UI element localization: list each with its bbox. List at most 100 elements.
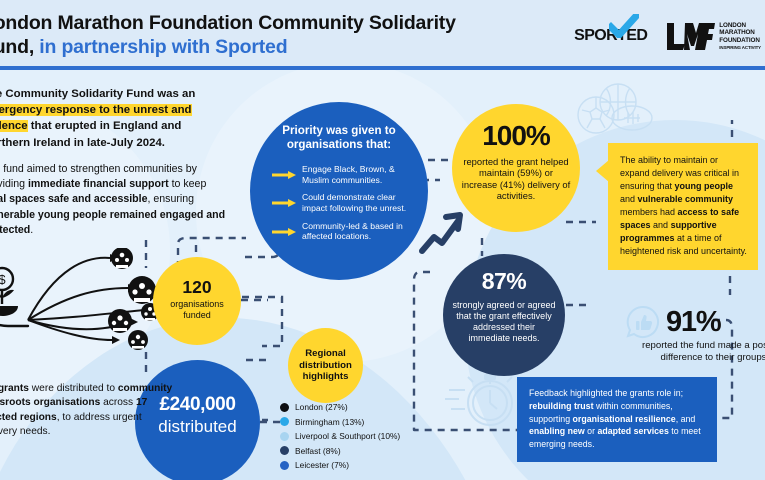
callout-f: at a time of heightened risk and uncerta… xyxy=(620,233,747,257)
priority-circle: Priority was given to organisations that… xyxy=(250,102,428,280)
legend-label-birmingham: Birmingham (13%) xyxy=(295,416,365,427)
svg-text:$: $ xyxy=(0,272,6,287)
feedback-bold-1: rebuilding trust xyxy=(529,400,594,411)
intro-lead-highlight-2: violence xyxy=(0,120,28,133)
stat-120-number: 120 xyxy=(182,277,212,297)
stat-120-circle: 120 organisations funded xyxy=(153,257,241,345)
stat-100-number: 100% xyxy=(482,120,551,151)
stat-100-text: reported the grant helped maintain (59%)… xyxy=(461,156,571,202)
intro-body: The fund aimed to strengthen communities… xyxy=(0,162,232,239)
intro-text-block: The Community Solidarity Fund was an eme… xyxy=(0,86,232,239)
legend-dot-birmingham xyxy=(280,417,289,426)
legend-dot-london xyxy=(280,402,289,412)
priority-item-2: Could demonstrate clear impact following… xyxy=(272,192,412,213)
regional-highlights-title: Regional distribution highlights xyxy=(299,348,352,382)
page-title: London Marathon Foundation Community Sol… xyxy=(0,12,622,60)
priority-list: Engage Black, Brown, & Muslim communitie… xyxy=(272,164,412,249)
lmf-tagline: INSPIRING ACTIVITY xyxy=(719,45,761,51)
stat-91-row: 91% xyxy=(626,305,765,339)
feedback-bold-2: organisational resilience xyxy=(572,413,676,424)
legend-dot-leicester xyxy=(280,460,289,470)
lmf-mark-icon xyxy=(667,23,716,50)
legend-label-london: London (27%) xyxy=(295,402,348,412)
intro-lead-b: that erupted in England and Northern Ire… xyxy=(0,120,182,149)
callout-e: and xyxy=(650,220,671,231)
money-plant-icon: $ xyxy=(0,266,30,328)
stat-91-block: 91% reported the fund made a positive di… xyxy=(626,305,765,364)
callout-bold-2: vulnerable community xyxy=(637,194,734,205)
priority-item-3-label: Community-led & based in affected locati… xyxy=(302,220,403,242)
priority-item-3: Community-led & based in affected locati… xyxy=(272,221,412,242)
grants-d: , to address urgent recovery needs. xyxy=(0,411,142,438)
stat-87-circle: 87% strongly agreed or agreed that the g… xyxy=(443,254,565,376)
callout-bold-4: supportive programmes xyxy=(620,220,717,244)
stopwatch-icon xyxy=(445,374,513,426)
grants-text-block: 200 grants were distributed to community… xyxy=(0,382,178,440)
priority-item-1-label: Engage Black, Brown, & Muslim communitie… xyxy=(302,164,395,185)
stat-87-number: 87% xyxy=(481,268,527,294)
callout-box: The ability to maintain or expand delive… xyxy=(608,143,758,271)
stat-240000-circle: £240,000 distributed xyxy=(135,360,260,480)
grants-a: were distributed to xyxy=(28,383,118,394)
arrow-right-icon xyxy=(272,171,296,179)
stat-91-text: reported the fund made a positive differ… xyxy=(642,340,765,363)
legend-item-birmingham: Birmingham (13%) xyxy=(280,417,480,427)
grants-bold-3: 17 affected regions xyxy=(0,397,148,423)
feedback-c: within communities, supporting xyxy=(529,400,673,424)
intro-body-e: . xyxy=(30,224,34,237)
feedback-box: Feedback highlighted the grants role in;… xyxy=(517,377,717,462)
feedback-bold-3: enabling new xyxy=(529,426,585,437)
lmf-word-marathon: MARATHON xyxy=(719,29,755,37)
legend-label-leicester: Leicester (7%) xyxy=(295,460,349,470)
sports-balls-icon xyxy=(577,83,653,134)
feedback-bold-4: adapted services xyxy=(597,426,669,437)
stat-87-text: strongly agreed or agreed that the grant… xyxy=(452,300,556,344)
sported-logo: SPORTED xyxy=(574,14,648,45)
grants-c: across xyxy=(100,397,136,409)
check-icon xyxy=(609,14,640,38)
legend-item-belfast: Belfast (8%) xyxy=(280,446,480,456)
stat-100-circle: 100% reported the grant helped maintain … xyxy=(452,104,580,232)
legend-label-liverpool-southport: Liverpool & Southport (10%) xyxy=(295,431,401,441)
callout-tail xyxy=(596,160,609,182)
lmf-logo: LONDON MARATHON FOUNDATION INSPIRING ACT… xyxy=(665,21,761,51)
legend-item-london: London (27%) xyxy=(280,402,480,412)
intro-body-c: to keep xyxy=(168,178,207,191)
stat-240000-number: £240,000 xyxy=(159,394,236,415)
intro-body-bold-3: vulnerable young people remained engaged… xyxy=(0,208,226,237)
logo-group: SPORTED LONDON MARATHON FOUNDATION INSPI… xyxy=(574,14,761,58)
feedback-f: to meet emerging needs. xyxy=(529,426,701,449)
title-line-2-blue: in partnership with Sported xyxy=(39,35,288,58)
intro-body-bold-2: local spaces safe and accessible xyxy=(0,193,148,206)
legend-item-liverpool-southport: Liverpool & Southport (10%) xyxy=(280,431,480,441)
intro-lead: The Community Solidarity Fund was an eme… xyxy=(0,86,232,151)
feedback-a: Feedback highlighted the grants role in; xyxy=(529,388,684,398)
callout-c: and xyxy=(620,194,638,205)
legend-item-leicester: Leicester (7%) xyxy=(280,460,480,470)
callout-bold-1: young people xyxy=(674,181,734,192)
stat-91-number: 91% xyxy=(666,305,722,338)
sported-wordmark: SPORTED xyxy=(574,27,648,44)
legend-dot-liverpool-southport xyxy=(280,431,289,441)
header-bar: London Marathon Foundation Community Sol… xyxy=(0,0,765,68)
stat-120-text: organisations funded xyxy=(170,299,224,320)
priority-item-1: Engage Black, Brown, & Muslim communitie… xyxy=(272,164,412,185)
growth-arrow-icon xyxy=(419,212,463,254)
grants-bold-1: 200 grants xyxy=(0,383,29,394)
regional-legend: London (27%) Birmingham (13%) Liverpool … xyxy=(280,402,480,475)
regional-highlights-circle: Regional distribution highlights xyxy=(288,328,363,403)
lmf-wordmark: LONDON MARATHON FOUNDATION INSPIRING ACT… xyxy=(719,22,761,50)
header-divider xyxy=(0,66,765,70)
intro-body-a: The fund aimed to strengthen communities… xyxy=(0,162,197,191)
arrow-right-icon xyxy=(272,199,296,208)
legend-label-belfast: Belfast (8%) xyxy=(295,445,341,456)
intro-body-bold-1: immediate financial support xyxy=(27,178,169,191)
title-line-1: London Marathon Foundation Community Sol… xyxy=(0,12,456,34)
people-group-icon xyxy=(27,248,159,350)
thumbs-up-icon xyxy=(626,305,659,338)
feedback-d: , and xyxy=(675,413,696,424)
intro-lead-highlight-1: emergency response to the unrest and xyxy=(0,104,192,117)
feedback-e: or xyxy=(584,426,598,437)
priority-item-2-label: Could demonstrate clear impact following… xyxy=(302,192,407,213)
